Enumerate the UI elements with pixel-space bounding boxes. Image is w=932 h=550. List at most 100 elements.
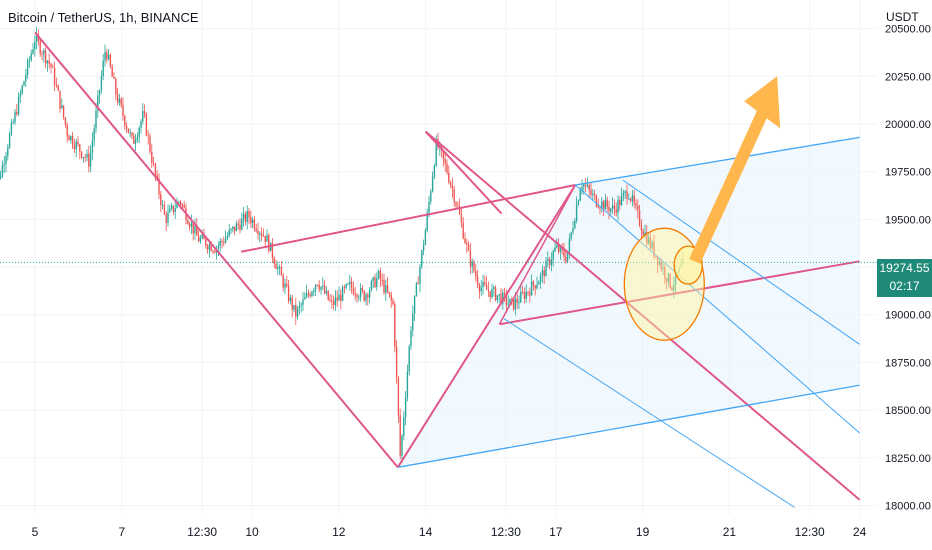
candle-body xyxy=(352,287,355,294)
candle-body xyxy=(55,85,58,87)
candle-body xyxy=(637,205,639,211)
candle-body xyxy=(296,307,299,317)
candle-body xyxy=(480,287,482,292)
candle-body xyxy=(494,287,497,301)
forecast-arrow-head xyxy=(744,76,781,129)
candle-body xyxy=(318,285,320,290)
candle-body xyxy=(473,261,475,272)
candle-body xyxy=(633,195,635,204)
candle-body xyxy=(251,219,254,224)
candle-body xyxy=(581,186,583,191)
candle-body xyxy=(194,226,196,234)
candle-body xyxy=(507,303,509,305)
candle-body xyxy=(12,121,14,123)
candle-body xyxy=(163,204,166,215)
candle-body xyxy=(529,292,531,296)
candle-body xyxy=(433,165,436,177)
candle-body xyxy=(485,284,488,290)
bar-countdown: 02:17 xyxy=(889,279,920,293)
candle-body xyxy=(635,203,637,206)
candle-body xyxy=(91,140,94,153)
candle-body xyxy=(134,140,137,144)
resistance-line xyxy=(240,184,576,253)
candle-body xyxy=(467,244,470,251)
candle-body xyxy=(201,234,203,239)
candle-body xyxy=(295,305,297,317)
candle-body xyxy=(354,293,356,295)
candle-body xyxy=(217,245,220,249)
candle-body xyxy=(516,298,518,303)
candle-body xyxy=(68,135,70,141)
candle-body xyxy=(512,298,515,310)
candle-body xyxy=(151,151,153,163)
candle-body xyxy=(640,225,643,231)
candle-body xyxy=(572,228,574,233)
candle-body xyxy=(458,206,461,215)
candle-body xyxy=(158,178,160,195)
candle-body xyxy=(534,285,536,289)
candle-body xyxy=(669,273,671,288)
candle-body xyxy=(264,235,266,242)
candle-body xyxy=(649,237,652,248)
time-tick-label: 12 xyxy=(332,525,346,539)
candle-body xyxy=(273,257,275,264)
candle-body xyxy=(422,244,425,251)
candle-body xyxy=(26,60,29,75)
candle-body xyxy=(620,195,623,206)
candle-body xyxy=(464,238,466,244)
candle-body xyxy=(514,298,517,310)
candle-body xyxy=(79,144,81,152)
candle-body xyxy=(237,223,239,225)
candle-body xyxy=(386,285,389,293)
candle-body xyxy=(284,283,286,288)
candle-body xyxy=(604,199,607,210)
candle-body xyxy=(143,111,146,115)
candle-body xyxy=(448,172,450,183)
time-tick-label: 24 xyxy=(853,525,867,539)
candle-body xyxy=(35,34,38,42)
candle-body xyxy=(631,195,634,201)
candle-body xyxy=(316,284,319,286)
candle-body xyxy=(565,256,567,262)
candle-body xyxy=(39,40,41,54)
candle-body xyxy=(104,52,106,61)
candle-body xyxy=(552,251,554,260)
candle-body xyxy=(606,199,608,207)
candle-body xyxy=(160,194,162,206)
candle-body xyxy=(46,60,49,64)
candle-body xyxy=(230,228,232,231)
candle-body xyxy=(140,121,142,128)
candle-body xyxy=(95,110,97,129)
candle-body xyxy=(61,105,63,109)
candle-body xyxy=(356,294,358,298)
candle-body xyxy=(44,50,47,64)
candle-body xyxy=(257,230,259,235)
candle-body xyxy=(493,287,495,289)
candle-body xyxy=(266,234,268,242)
candle-body xyxy=(183,205,185,208)
candle-body xyxy=(509,298,511,304)
candle-body xyxy=(412,313,414,331)
candle-body xyxy=(197,235,200,242)
pitchfork-median xyxy=(499,260,860,326)
symbol-title: Bitcoin / TetherUS, 1h, BINANCE xyxy=(8,10,199,25)
candle-body xyxy=(116,94,119,103)
candle-body xyxy=(196,226,198,236)
price-tick-label: 20500.00 xyxy=(885,24,931,36)
candle-body xyxy=(336,297,338,301)
candle-body xyxy=(363,290,365,301)
candle-body xyxy=(460,214,463,223)
candle-body xyxy=(338,294,340,301)
candle-body xyxy=(145,114,148,136)
candle-body xyxy=(547,259,549,261)
candle-body xyxy=(176,202,178,209)
forecast-arrow-shaft xyxy=(689,91,777,264)
candle-body xyxy=(16,111,18,115)
candle-body xyxy=(538,281,540,285)
candle-body xyxy=(521,291,524,293)
candle-body xyxy=(482,281,484,288)
candle-body xyxy=(476,276,479,285)
time-tick-label: 7 xyxy=(118,525,125,539)
candle-body xyxy=(500,293,502,304)
